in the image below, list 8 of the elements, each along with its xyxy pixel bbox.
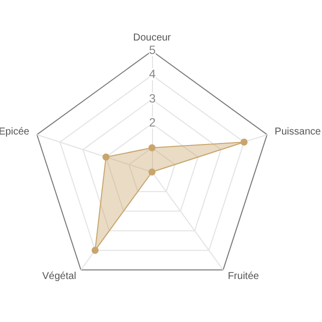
y-tick-label: 2 (149, 116, 156, 130)
y-tick-label: 4 (149, 67, 156, 82)
spoke-label: Puissance (274, 126, 322, 138)
y-tick-label: 3 (149, 91, 156, 106)
spoke-label: Végétal (42, 270, 76, 282)
spoke-label: Douceur (133, 32, 172, 44)
spoke-label: Fruitée (228, 270, 260, 282)
y-tick-label: 5 (149, 43, 156, 57)
